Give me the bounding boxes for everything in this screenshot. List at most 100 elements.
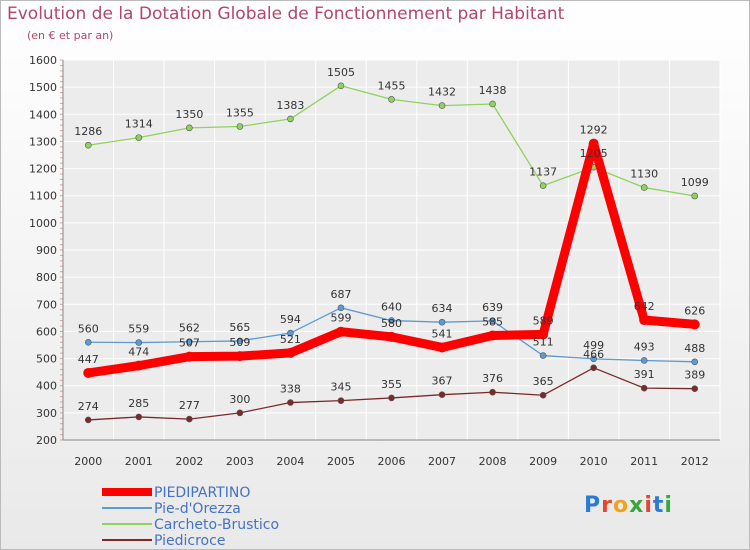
- data-point: [489, 388, 496, 396]
- y-tick-label: 1100: [29, 190, 57, 203]
- y-tick-label: 1600: [29, 54, 57, 67]
- x-tick-label: 2006: [378, 455, 406, 468]
- x-tick-label: 2009: [529, 455, 557, 468]
- y-tick-label: 700: [36, 298, 57, 311]
- data-label: 274: [78, 400, 99, 413]
- data-label: 687: [330, 288, 351, 301]
- data-label: 367: [432, 375, 453, 388]
- data-point: [539, 391, 547, 399]
- data-label: 1205: [580, 147, 608, 160]
- logo-letter: o: [612, 493, 630, 518]
- data-point: [186, 415, 193, 423]
- data-label: 585: [482, 316, 503, 329]
- data-point: [388, 394, 395, 402]
- data-label: 599: [330, 312, 351, 325]
- y-tick-label: 900: [36, 244, 57, 257]
- legend-item-label: Carcheto-Brustico: [154, 517, 279, 533]
- data-label: 560: [78, 322, 99, 335]
- data-label: 509: [229, 336, 250, 349]
- data-point: [84, 416, 92, 424]
- data-label: 521: [280, 333, 301, 346]
- data-point: [337, 397, 345, 404]
- data-point: [236, 337, 244, 345]
- data-label: 1286: [74, 125, 102, 138]
- data-label: 391: [634, 368, 655, 381]
- data-point: [539, 352, 547, 359]
- data-label: 285: [128, 397, 149, 410]
- chart-subtitle: (en € et par an): [27, 29, 114, 42]
- x-tick-label: 2011: [630, 455, 658, 468]
- legend-item-label: Pie-d'Orezza: [154, 501, 241, 517]
- data-point: [539, 182, 547, 189]
- x-tick-label: 2008: [479, 455, 507, 468]
- y-tick-label: 300: [36, 407, 57, 420]
- data-point: [186, 124, 193, 132]
- data-point: [135, 413, 143, 421]
- legend-item-label: PIEDIPARTINO: [154, 485, 250, 501]
- data-point: [236, 123, 244, 130]
- data-point: [335, 326, 346, 337]
- data-label: 345: [330, 381, 351, 394]
- data-label: 1099: [681, 176, 709, 189]
- x-tick-label: 2010: [580, 455, 608, 468]
- x-tick-label: 2012: [681, 455, 709, 468]
- data-point: [691, 358, 699, 366]
- logo-letter: x: [629, 493, 645, 518]
- data-point: [83, 367, 94, 378]
- data-point: [438, 102, 446, 109]
- x-tick-label: 2003: [226, 455, 254, 468]
- data-point: [386, 331, 397, 342]
- data-label: 507: [179, 337, 200, 350]
- data-label: 1432: [428, 86, 456, 99]
- logo-letter: P: [584, 493, 602, 518]
- data-point: [287, 399, 294, 406]
- data-label: 511: [533, 336, 554, 349]
- data-label: 541: [432, 327, 453, 340]
- data-point: [234, 351, 245, 362]
- data-label: 499: [583, 339, 604, 352]
- x-tick-label: 2000: [74, 455, 102, 468]
- data-point: [84, 338, 92, 346]
- y-tick-label: 1200: [29, 163, 57, 176]
- y-tick-label: 1000: [29, 217, 57, 230]
- data-point: [135, 134, 143, 141]
- logo-letter: t: [652, 493, 665, 518]
- data-label: 1355: [226, 107, 254, 120]
- data-point: [285, 347, 296, 358]
- data-label: 474: [128, 346, 149, 359]
- data-label: 634: [432, 302, 453, 315]
- data-point: [337, 304, 345, 312]
- data-label: 1137: [529, 166, 557, 179]
- data-point: [438, 318, 446, 326]
- data-point: [691, 385, 699, 393]
- data-label: 277: [179, 399, 200, 412]
- data-label: 562: [179, 322, 200, 335]
- data-label: 626: [684, 304, 705, 317]
- y-tick-label: 400: [36, 380, 57, 393]
- data-label: 466: [583, 348, 604, 361]
- y-tick-label: 600: [36, 325, 57, 338]
- data-point: [691, 192, 699, 200]
- data-label: 1350: [175, 108, 203, 121]
- data-label: 580: [381, 317, 402, 330]
- data-label: 594: [280, 313, 301, 326]
- data-label: 589: [533, 314, 554, 327]
- x-tick-label: 2002: [175, 455, 203, 468]
- proxiti-logo: Proxiti: [584, 493, 673, 518]
- data-label: 376: [482, 372, 503, 385]
- data-point: [640, 384, 648, 392]
- x-tick-label: 2007: [428, 455, 456, 468]
- data-point: [388, 96, 395, 103]
- data-point: [287, 115, 294, 123]
- data-point: [337, 82, 345, 90]
- data-label: 389: [684, 369, 705, 382]
- data-point: [689, 319, 700, 330]
- y-tick-label: 1300: [29, 135, 57, 148]
- data-point: [186, 338, 193, 346]
- data-label: 639: [482, 301, 503, 314]
- data-label: 365: [533, 375, 554, 388]
- data-label: 642: [634, 300, 655, 313]
- data-point: [438, 391, 446, 398]
- legend-item-label: Piedicroce: [154, 533, 225, 549]
